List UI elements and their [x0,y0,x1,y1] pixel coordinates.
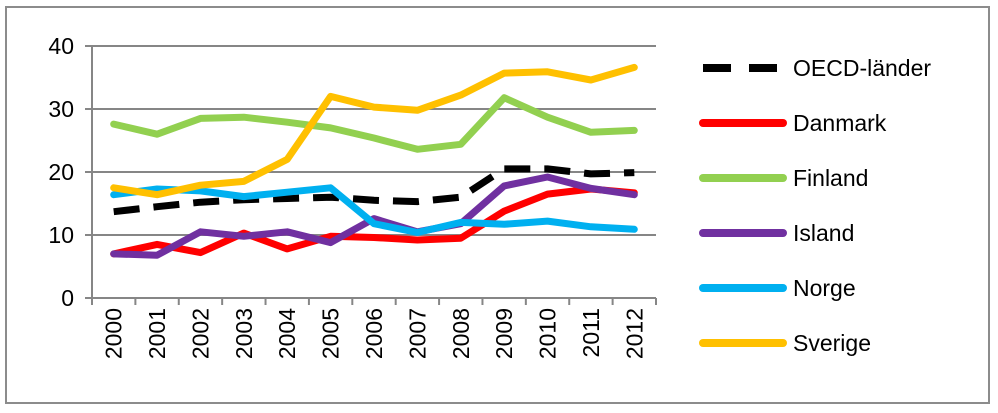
series-line-finland [110,94,638,153]
axes [85,45,657,305]
y-tick-label: 20 [48,159,74,185]
x-tick-label: 2003 [231,308,257,359]
y-tick-label: 40 [48,33,74,59]
x-tick-label: 2000 [101,308,127,359]
legend: OECD-länder Danmark Finland Island Norge Sver… [699,55,931,356]
x-tick-label: 2008 [448,308,474,359]
y-tick-label: 30 [48,96,74,122]
x-tick-label: 2011 [578,308,604,357]
series-line-norge [110,184,638,236]
x-tick-label: 2005 [318,308,344,359]
y-axis-tick-labels: 0 10 20 30 40 [48,33,74,311]
legend-label-danmark: Danmark [793,110,887,136]
x-tick-label: 2002 [187,308,213,359]
x-tick-label: 2001 [144,308,170,359]
series-line-sverige [110,63,638,199]
legend-label-norge: Norge [793,275,856,301]
x-tick-label: 2009 [491,308,517,359]
y-tick-label: 10 [48,222,74,248]
x-tick-label: 2004 [274,308,300,359]
series-line-danmark [110,185,638,258]
data-series [110,63,638,259]
series-line-oecd-l-nder [113,165,635,216]
legend-label-island: Island [793,220,854,246]
x-tick-label: 2006 [361,308,387,359]
legend-label-oecd-l-nder: OECD-länder [793,55,931,81]
x-axis-tick-labels: 2000 2001 2002 2003 2004 2005 2006 2007 2008 2009… [101,308,648,359]
x-tick-label: 2012 [621,308,647,359]
legend-label-sverige: Sverige [793,330,871,356]
series-line-island [110,173,638,259]
legend-label-finland: Finland [793,165,868,191]
y-tick-label: 0 [61,285,74,311]
x-tick-label: 2007 [404,308,430,359]
x-tick-label: 2010 [535,308,561,359]
